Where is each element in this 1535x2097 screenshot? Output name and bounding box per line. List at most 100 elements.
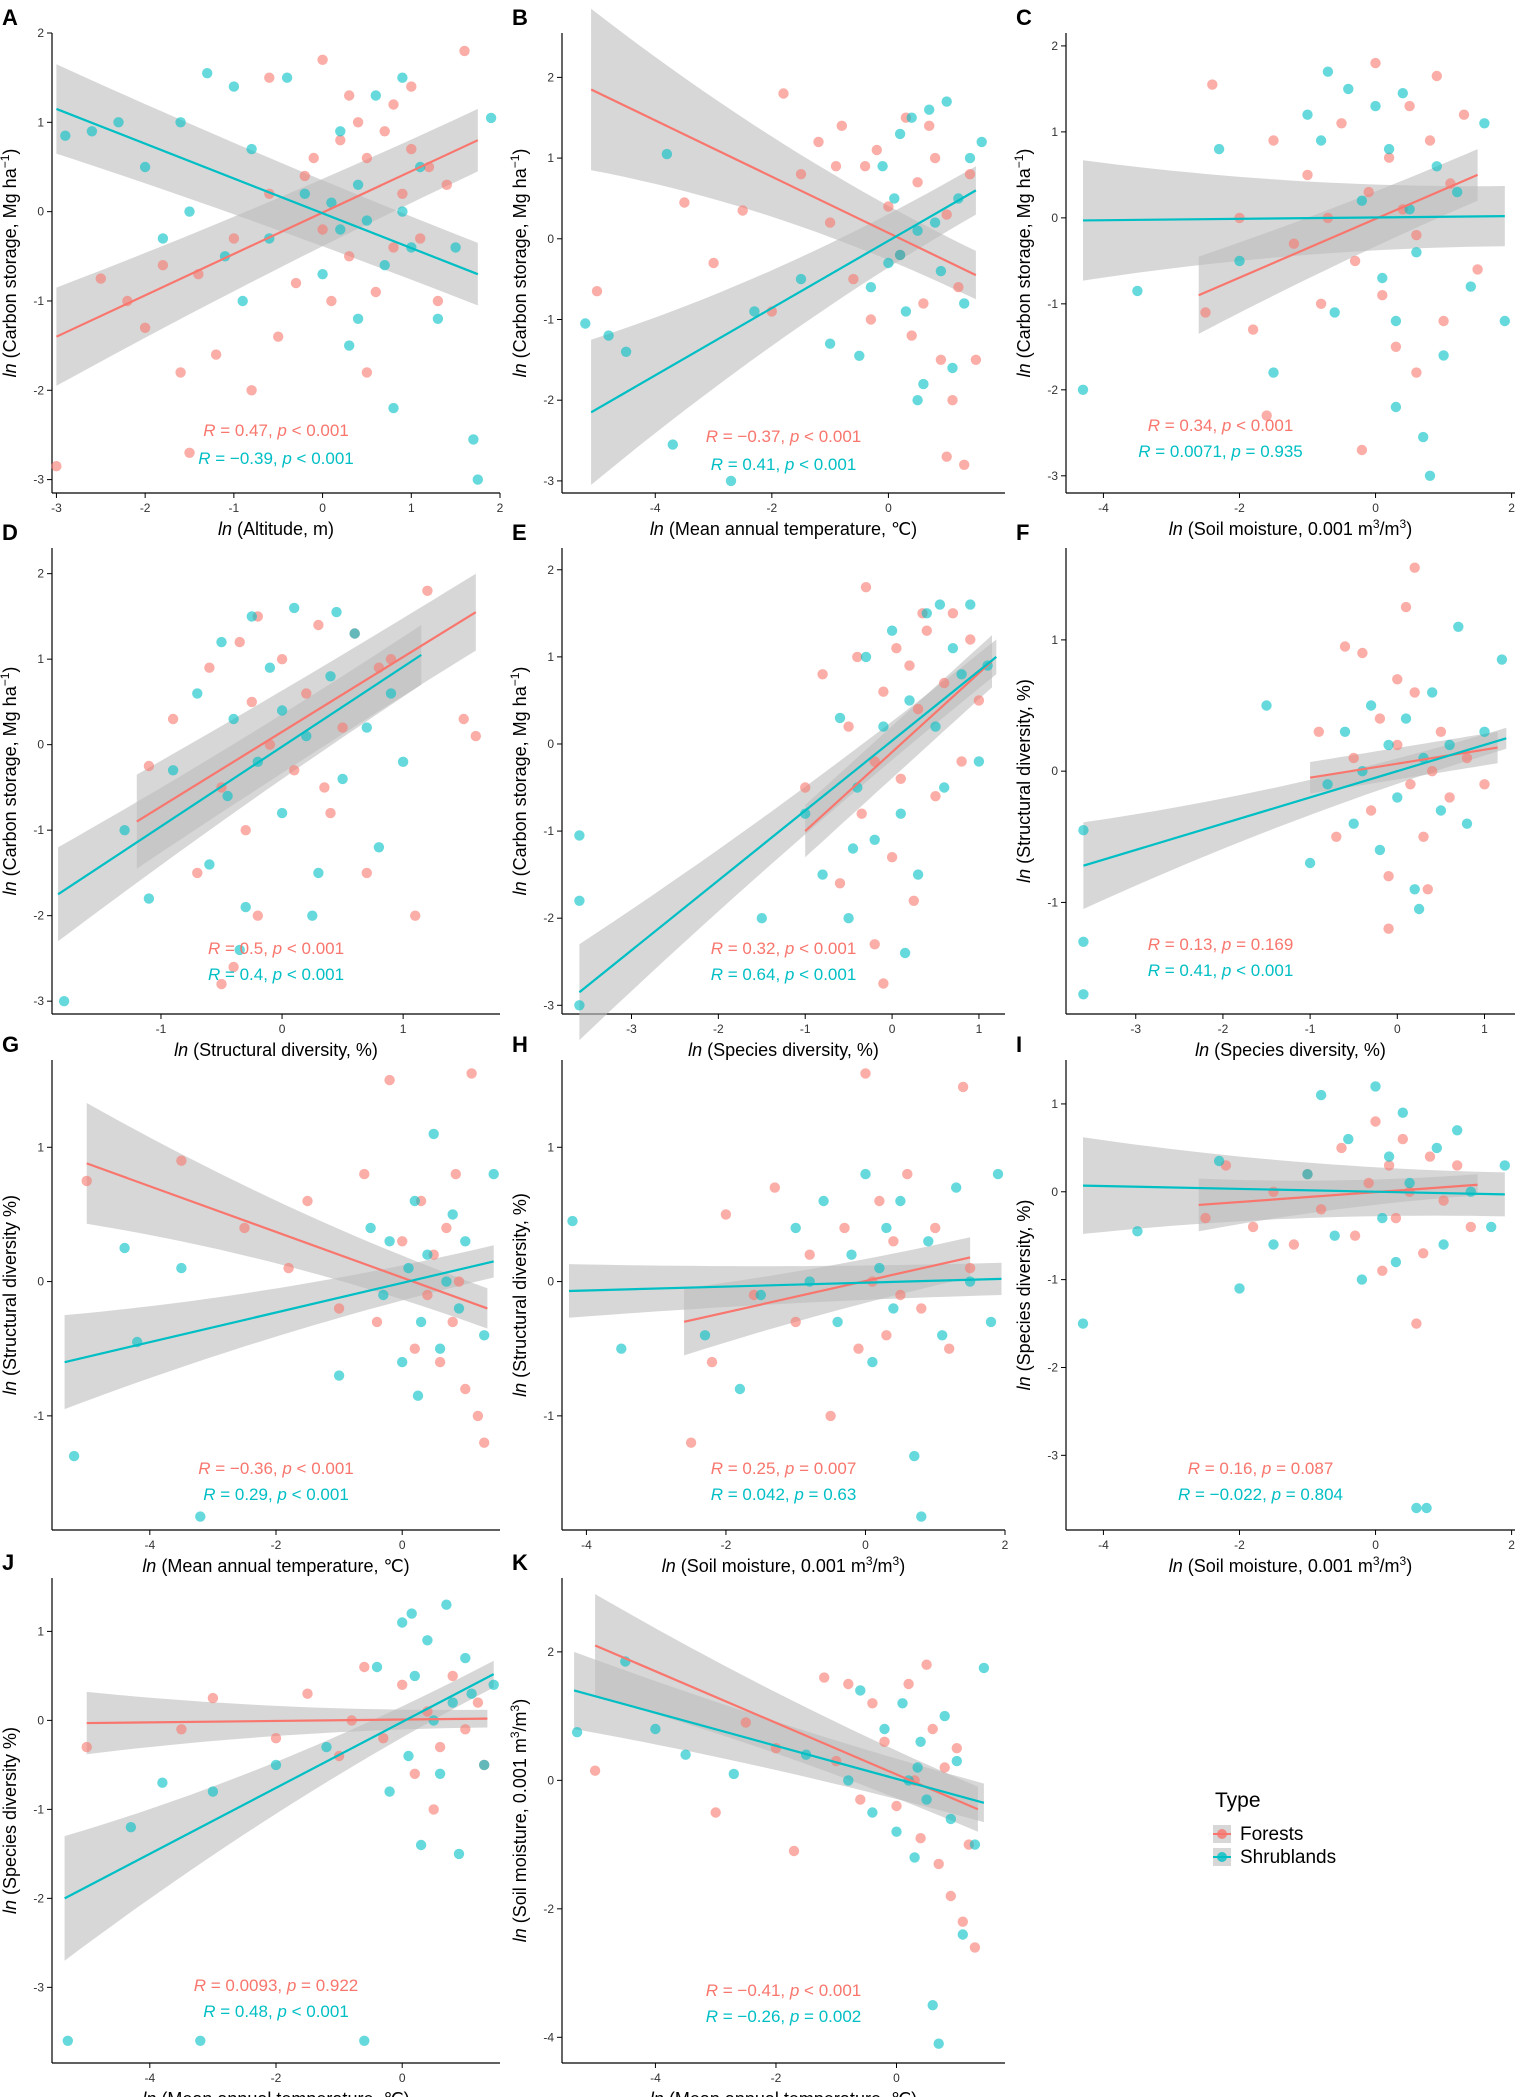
point-shrublands (1268, 367, 1279, 378)
point-shrublands (450, 242, 461, 253)
point-forests (352, 117, 364, 128)
point-forests (434, 1356, 446, 1368)
point-shrublands (453, 1303, 465, 1314)
point-shrublands (195, 2035, 206, 2047)
point-shrublands (371, 1661, 383, 1673)
stat-label-forests: R = 0.47, p < 0.001 (203, 421, 349, 440)
point-shrublands (964, 152, 976, 164)
point-shrublands (935, 265, 947, 277)
point-shrublands (139, 161, 151, 173)
point-shrublands (1438, 1239, 1449, 1250)
point-forests (886, 852, 898, 863)
point-shrublands (918, 378, 929, 390)
point-forests (930, 1222, 941, 1234)
y-tick-label: -1 (33, 294, 44, 308)
point-forests (361, 867, 372, 879)
point-forests (302, 1195, 313, 1207)
y-tick-label: 1 (37, 1140, 44, 1154)
point-shrublands (1078, 989, 1089, 1000)
point-shrublands (434, 1343, 446, 1354)
point-forests (1315, 298, 1327, 309)
point-forests (1268, 1186, 1279, 1198)
point-forests (361, 367, 373, 378)
point-forests (432, 295, 444, 307)
point-shrublands (1356, 1274, 1368, 1285)
point-forests (204, 662, 215, 673)
y-tick-label: 1 (1051, 125, 1058, 139)
point-shrublands (924, 104, 935, 115)
point-shrublands (1418, 431, 1429, 443)
x-axis-title: ln (Soil moisture, 0.001 m3/m3) (662, 1554, 905, 1576)
x-tick-label: -3 (51, 501, 62, 515)
y-tick-label: 2 (1051, 39, 1058, 53)
point-shrublands (432, 313, 444, 324)
point-forests (1418, 1248, 1429, 1259)
point-forests (289, 765, 300, 776)
point-forests (1411, 1318, 1422, 1329)
y-axis-title: ln (Structural diversity, %) (1014, 679, 1034, 883)
point-forests (228, 233, 240, 244)
y-tick-label: 0 (547, 1773, 554, 1787)
point-forests (1363, 1177, 1374, 1189)
point-shrublands (1411, 1502, 1422, 1514)
y-tick-label: -1 (33, 1409, 44, 1423)
point-forests (1424, 1151, 1436, 1162)
x-tick-label: -2 (767, 501, 778, 515)
y-tick-label: -2 (1047, 1360, 1058, 1374)
point-shrublands (1377, 272, 1388, 284)
point-shrublands (125, 1822, 137, 1833)
point-shrublands (1431, 1142, 1443, 1154)
point-forests (869, 939, 880, 950)
point-shrublands (333, 1370, 345, 1381)
x-tick-label: -1 (800, 1022, 811, 1036)
y-tick-label: 1 (37, 1624, 44, 1638)
x-tick-label: 0 (862, 1538, 869, 1552)
panel-d: D -1 0 1 -3 -2 -1 0 1 2 R = 0.5, p < 0.001 R = 0.4,… (0, 520, 500, 1060)
point-shrublands (580, 318, 591, 329)
point-forests (317, 224, 328, 235)
point-shrublands (175, 117, 186, 128)
point-shrublands (204, 859, 215, 870)
point-shrublands (1268, 1239, 1279, 1250)
point-shrublands (909, 1450, 920, 1462)
point-shrublands (756, 913, 767, 924)
point-forests (970, 354, 982, 365)
point-shrublands (894, 249, 906, 261)
y-tick-label: -1 (543, 312, 554, 326)
regression-line-forests (594, 1644, 979, 1811)
point-forests (95, 273, 107, 284)
confidence-band-shrublands (56, 64, 478, 306)
panel-letter: B (512, 5, 528, 30)
point-shrublands (434, 1768, 446, 1780)
point-shrublands (143, 893, 155, 904)
point-forests (1427, 766, 1438, 777)
point-forests (883, 201, 894, 212)
y-tick-label: -1 (1047, 895, 1058, 909)
point-shrublands (881, 1222, 892, 1234)
confidence-band-shrublands (58, 625, 422, 942)
point-forests (959, 459, 970, 470)
regression-line-shrublands (64, 1260, 494, 1364)
regression-line-shrublands (56, 107, 479, 276)
point-shrublands (176, 1262, 187, 1274)
point-forests (951, 1743, 962, 1754)
point-forests (685, 1437, 697, 1448)
point-forests (906, 330, 917, 341)
point-shrublands (485, 112, 497, 124)
legend-label-shrublands: Shrublands (1240, 1847, 1336, 1868)
point-forests (904, 660, 915, 671)
point-forests (740, 1717, 751, 1728)
stat-label-forests: R = −0.41, p < 0.001 (706, 1981, 862, 2000)
point-forests (778, 88, 789, 99)
point-forests (1383, 1160, 1395, 1171)
stat-label-shrublands: R = −0.022, p = 0.804 (1178, 1485, 1343, 1504)
point-shrublands (860, 651, 872, 663)
point-forests (1357, 647, 1368, 659)
point-forests (51, 461, 62, 472)
point-shrublands (344, 340, 355, 351)
point-shrublands (1213, 143, 1225, 155)
point-forests (939, 1762, 950, 1773)
x-tick-label: 0 (885, 501, 892, 515)
x-tick-label: -4 (1098, 501, 1109, 515)
point-shrublands (909, 1852, 920, 1863)
